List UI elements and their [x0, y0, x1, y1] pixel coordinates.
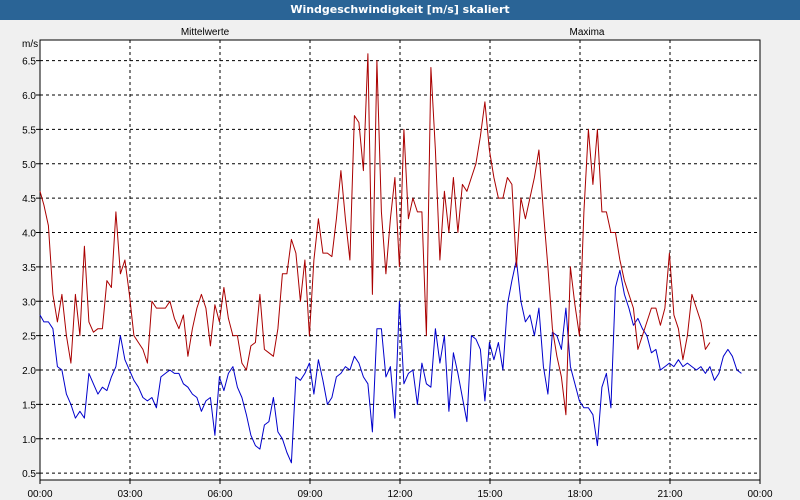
grid-lines	[40, 40, 760, 480]
y-axis-ticks: 0.5 1.0 1.5 2.0 2.5 3.0 3.5 4.0 4.5 5.0 5.5 6.0 6.5	[22, 57, 40, 480]
x-tick-time: 00:00	[27, 489, 52, 500]
y-tick-label: 3.5	[22, 263, 36, 274]
y-tick-label: 2.5	[22, 332, 36, 343]
x-tick-time: 03:00	[117, 489, 142, 500]
series-line-mittelwerte	[39, 259, 742, 464]
y-tick-label: 6.0	[22, 91, 36, 102]
x-tick-time: 09:00	[297, 489, 322, 500]
x-tick-time: 06:00	[207, 489, 232, 500]
y-tick-label: 0.5	[22, 469, 36, 480]
legend-maxima: Maxima	[569, 27, 604, 38]
x-tick-time: 15:00	[477, 489, 502, 500]
y-axis-unit: m/s	[22, 39, 38, 50]
y-tick-label: 4.5	[22, 194, 36, 205]
x-tick-time: 00:00	[747, 489, 772, 500]
y-tick-label: 4.0	[22, 229, 36, 240]
wind-speed-chart: 0.51.01.52.02.53.03.54.04.55.05.56.06.5 …	[22, 27, 773, 500]
x-tick-time: 12:00	[387, 489, 412, 500]
x-axis-ticks: 00:0028.05.2103:0028.05.2106:0028.05.210…	[27, 480, 773, 500]
chart-title: Windgeschwindigkeit [m/s] skaliert	[0, 0, 800, 20]
y-tick-label: 5.5	[22, 125, 36, 136]
y-tick-label: 1.0	[22, 435, 36, 446]
y-tick-label: 1.5	[22, 400, 36, 411]
y-tick-label: 5.0	[22, 160, 36, 171]
y-tick-label: 6.5	[22, 57, 36, 68]
y-tick-label: 2.0	[22, 366, 36, 377]
legend-mittelwerte: Mittelwerte	[181, 27, 230, 38]
series-line-maxima	[39, 53, 711, 416]
data-series	[39, 53, 742, 464]
x-tick-time: 21:00	[657, 489, 682, 500]
y-tick-label: 3.0	[22, 297, 36, 308]
x-tick-time: 18:00	[567, 489, 592, 500]
